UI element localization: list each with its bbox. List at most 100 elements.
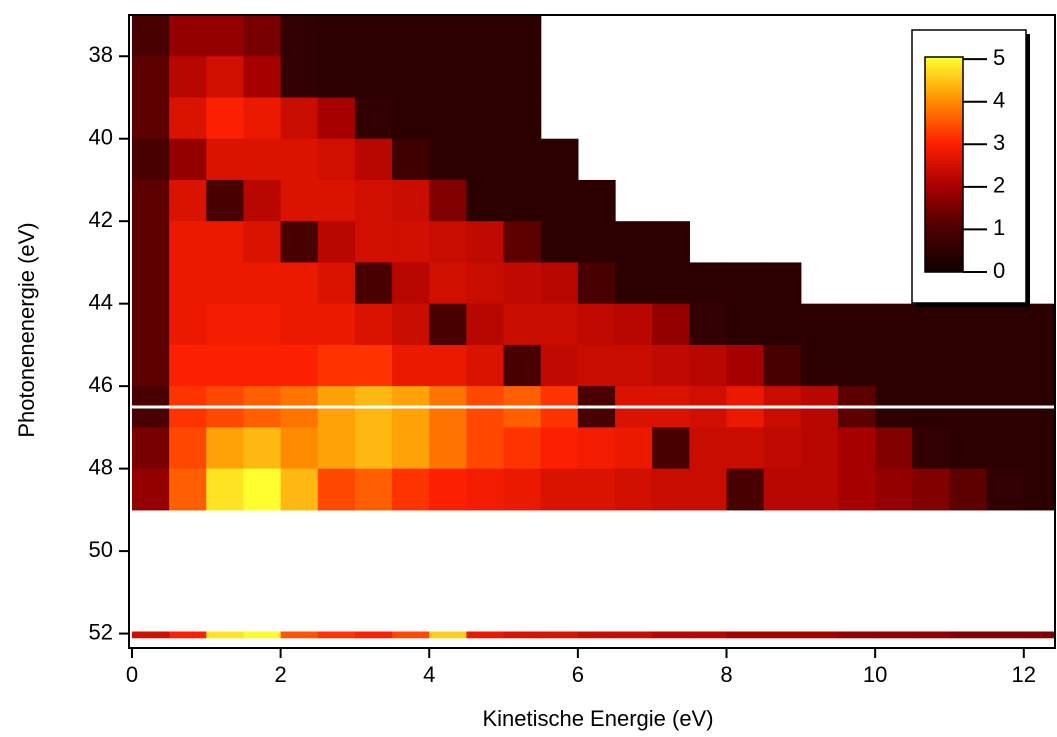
heat-cell [875,631,913,639]
heat-cell [280,427,319,470]
heat-cell [169,138,207,181]
heat-cell [206,97,245,140]
heat-cell [503,56,542,99]
heat-cell [503,631,542,639]
heat-cell [540,631,579,639]
heat-cell [912,631,951,639]
heat-cell [1023,468,1055,511]
heat-cell [503,15,542,57]
heatmap [131,15,1055,639]
heat-cell [949,631,988,639]
heat-cell [949,427,988,470]
heat-cell [429,97,468,140]
heat-cell [429,179,468,222]
heat-cell [354,303,393,346]
y-tick-label: 48 [89,454,113,479]
heat-cell [763,344,802,387]
heat-cell [652,344,690,387]
heat-cell [689,427,728,470]
heat-cell [206,427,245,470]
heat-cell [429,262,468,305]
heat-cell [726,427,765,470]
heat-cell [169,179,207,222]
heat-cell [615,221,653,264]
heat-cell [429,468,468,511]
heat-cell [169,427,207,470]
y-tick-label: 44 [89,289,113,314]
heat-cell [912,427,951,470]
heat-cell [652,262,690,305]
heat-cell [354,427,393,470]
heat-cell [689,303,728,346]
heat-cell [540,303,579,346]
heat-cell [206,303,245,346]
heat-cell [466,344,505,387]
heat-cell [280,468,319,511]
heat-cell [280,138,319,181]
heat-cell [726,631,765,639]
heat-cell [392,56,430,99]
heat-cell [243,15,282,57]
heat-cell [466,631,505,639]
heat-cell [280,303,319,346]
heat-cell [354,97,393,140]
colorbar-tick-label: 5 [993,45,1005,70]
heat-cell [763,427,802,470]
heat-cell [317,56,356,99]
heat-cell [169,344,207,387]
heat-cell [206,138,245,181]
heat-cell [652,221,690,264]
x-axis-label: Kinetische Energie (eV) [482,706,713,731]
heat-cell [429,344,468,387]
heat-cell [986,427,1025,470]
heat-cell [837,344,876,387]
heat-cell [800,468,839,511]
heat-cell [986,468,1025,511]
heat-cell [392,262,430,305]
heat-cell [206,262,245,305]
heat-cell [280,15,319,57]
heat-cell [169,221,207,264]
heat-cell [131,179,170,222]
heat-cell [280,631,319,639]
heat-cell [354,344,393,387]
heat-cell [466,179,505,222]
heat-cell [243,631,282,639]
heat-cell [466,97,505,140]
colorbar-tick-label: 3 [993,130,1005,155]
heat-cell [577,179,616,222]
x-tick-label: 12 [1012,662,1036,687]
heat-cell [503,138,542,181]
heat-cell [317,97,356,140]
heat-cell [540,344,579,387]
heat-cell [800,303,839,346]
colorbar-tick-label: 2 [993,173,1005,198]
heat-cell [206,15,245,57]
heat-cell [392,468,430,511]
heat-cell [837,468,876,511]
heat-cell [354,15,393,57]
heat-cell [429,221,468,264]
heat-cell [317,344,356,387]
heat-cell [837,427,876,470]
y-tick-label: 42 [89,207,113,232]
heat-cell [280,56,319,99]
heat-cell [206,631,245,639]
heat-cell [243,221,282,264]
heat-cell [726,262,765,305]
heat-cell [354,468,393,511]
heat-cell [429,15,468,57]
heat-cell [243,56,282,99]
heat-cell [503,427,542,470]
heat-cell [503,262,542,305]
heat-cell [577,468,616,511]
heat-cell [503,221,542,264]
heat-cell [243,427,282,470]
heat-cell [429,303,468,346]
heat-cell [392,138,430,181]
heat-cell [317,179,356,222]
heat-cell [689,468,728,511]
y-tick-label: 50 [89,537,113,562]
heat-cell [169,631,207,639]
heat-cell [912,303,951,346]
